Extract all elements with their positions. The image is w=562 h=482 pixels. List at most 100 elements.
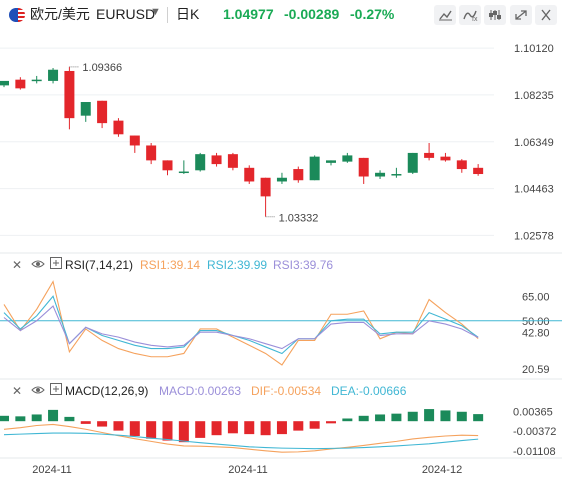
- macd-histogram-bar: [375, 414, 386, 422]
- y-tick-label: 0.00365: [513, 406, 553, 418]
- settings-icon[interactable]: [484, 5, 506, 25]
- price-change: -0.00289: [284, 6, 340, 22]
- close-icon[interactable]: ✕: [12, 384, 23, 398]
- macd-histogram-bar: [227, 421, 238, 434]
- macd-histogram-bar: [358, 415, 369, 422]
- y-tick-label: 1.02578: [514, 230, 554, 242]
- rsi2-label: RSI2:39.99: [207, 258, 268, 272]
- y-tick-label: -0.00372: [513, 426, 556, 438]
- rsi3-label: RSI3:39.76: [273, 258, 334, 272]
- high-annotation: 1.09366: [82, 62, 122, 74]
- y-tick-label: 20.59: [522, 364, 550, 376]
- candle-body: [407, 152, 418, 173]
- dropdown-caret-icon[interactable]: ▼: [150, 6, 161, 18]
- candle-body: [0, 80, 9, 86]
- x-tick-label: 2024-12: [422, 464, 462, 476]
- y-tick-label: 1.08235: [514, 90, 554, 102]
- rsi-series-line: [3, 305, 479, 350]
- chart-type-icon[interactable]: [434, 5, 456, 25]
- macd-histogram-bar: [456, 411, 467, 422]
- candle-body: [342, 155, 353, 162]
- eye-icon[interactable]: [31, 257, 45, 275]
- macd-histogram-bar: [97, 421, 108, 427]
- candle-body: [113, 120, 124, 135]
- y-tick-label: 42.80: [522, 328, 550, 340]
- fullscreen-icon[interactable]: [510, 5, 532, 25]
- candle-body: [211, 155, 222, 165]
- macd-histogram-bar: [162, 421, 173, 441]
- expand-icon[interactable]: [50, 383, 62, 399]
- eye-icon[interactable]: [31, 383, 45, 401]
- macd-histogram-bar: [326, 421, 336, 424]
- expand-icon[interactable]: [50, 257, 62, 273]
- candle-body: [424, 152, 435, 158]
- macd-histogram-bar: [113, 421, 124, 431]
- rsi-series-line: [3, 295, 479, 355]
- y-tick-label: 65.00: [522, 291, 550, 303]
- candle-body: [48, 69, 59, 81]
- y-tick-label: 50.00: [522, 316, 550, 328]
- macd-histogram-bar: [260, 421, 271, 436]
- chart-header: 欧元/美元 EURUSD ▼ 日K 1.04977 -0.00289 -0.27…: [0, 0, 562, 30]
- candle-body: [440, 156, 451, 161]
- macd-histogram-bar: [0, 415, 9, 422]
- candle-body: [80, 102, 91, 116]
- macd-histogram-bar: [146, 421, 157, 439]
- candle-body: [326, 160, 336, 163]
- macd-histogram-bar: [80, 421, 91, 424]
- macd-histogram-bar: [309, 421, 320, 429]
- macd-histogram-bar: [195, 421, 206, 438]
- macd-histogram-bar: [211, 421, 222, 436]
- symbol-code[interactable]: EURUSD: [96, 6, 156, 22]
- dea-label: DEA:-0.00666: [331, 384, 407, 398]
- macd-histogram-bar: [342, 418, 353, 422]
- candle-body: [64, 70, 75, 119]
- macd-series-line: [3, 423, 479, 453]
- candle-body: [276, 177, 287, 182]
- macd-histogram-bar: [440, 410, 451, 422]
- macd-histogram-bar: [407, 411, 418, 422]
- y-tick-label: 1.10120: [514, 43, 554, 55]
- macd-histogram-bar: [15, 416, 26, 422]
- y-tick-label: 1.06349: [514, 137, 554, 149]
- header-divider: [167, 7, 168, 23]
- candle-body: [309, 156, 320, 181]
- candle-body: [244, 167, 255, 182]
- candle-body: [146, 145, 157, 161]
- close-icon[interactable]: ✕: [12, 258, 23, 272]
- candle-body: [162, 160, 173, 171]
- rsi1-label: RSI1:39.14: [140, 258, 201, 272]
- candle-body: [391, 174, 402, 176]
- candle-body: [358, 157, 369, 177]
- low-annotation: 1.03332: [279, 213, 319, 225]
- macd-histogram-bar: [129, 421, 140, 436]
- candle-body: [195, 154, 206, 171]
- y-tick-label: -0.01108: [513, 446, 556, 458]
- macd-panel-bar: ✕ MACD(12,26,9) MACD:0.00263 DIF:-0.0053…: [0, 383, 562, 403]
- macd-histogram-bar: [293, 421, 304, 431]
- x-tick-label: 2024-11: [228, 464, 268, 476]
- macd-histogram-bar: [424, 409, 435, 422]
- candle-body: [473, 167, 484, 175]
- x-tick-label: 2024-11: [32, 464, 72, 476]
- candle-body: [375, 172, 386, 177]
- rsi-title: RSI(7,14,21): [65, 258, 134, 272]
- candle-body: [227, 154, 238, 168]
- close-icon[interactable]: [535, 5, 557, 25]
- macd-histogram-bar: [244, 421, 255, 435]
- indicator-icon[interactable]: fx: [459, 5, 481, 25]
- last-price: 1.04977: [223, 6, 274, 22]
- macd-histogram-bar: [178, 421, 189, 443]
- macd-histogram-bar: [473, 414, 484, 422]
- macd-series-line: [3, 432, 479, 450]
- macd-histogram-bar: [48, 409, 59, 422]
- pair-name[interactable]: 欧元/美元: [30, 6, 90, 22]
- macd-label: MACD:0.00263: [159, 384, 242, 398]
- timeframe-selector[interactable]: 日K: [176, 6, 200, 22]
- candle-body: [178, 171, 189, 174]
- candle-body: [129, 135, 140, 146]
- macd-histogram-bar: [31, 414, 42, 422]
- candle-body: [260, 177, 271, 197]
- price-change-percent: -0.27%: [350, 6, 395, 22]
